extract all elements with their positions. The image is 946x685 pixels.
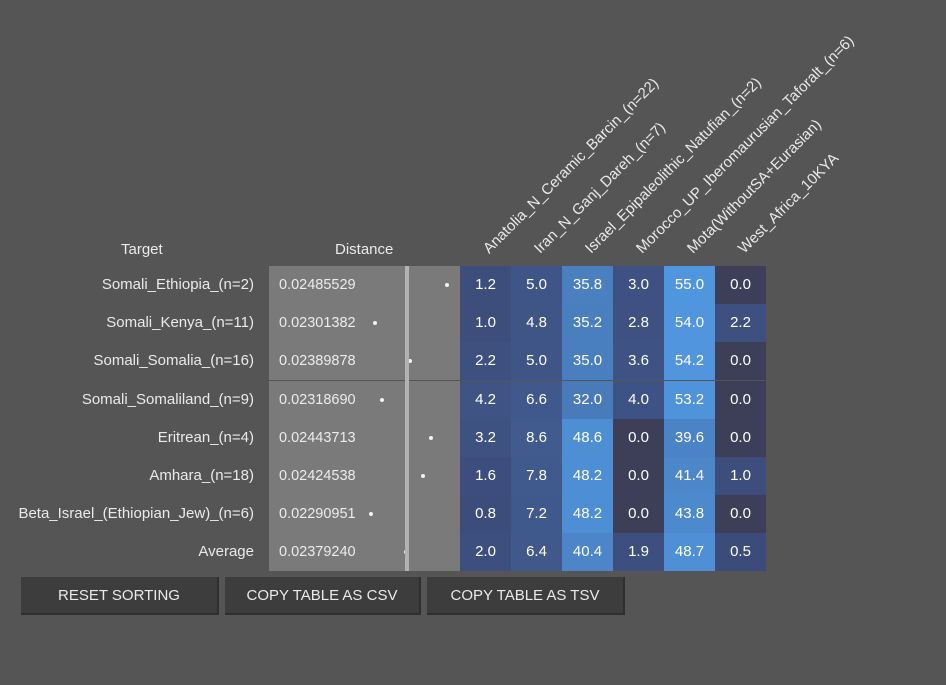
copy-tsv-button[interactable]: COPY TABLE AS TSV bbox=[427, 577, 625, 615]
distance-reference-line bbox=[405, 266, 409, 571]
target-name: Somali_Somalia_(n=16) bbox=[93, 352, 254, 370]
copy-csv-button[interactable]: COPY TABLE AS CSV bbox=[225, 577, 421, 615]
value-cell: 7.2 bbox=[511, 495, 562, 534]
value-cell: 43.8 bbox=[664, 495, 715, 534]
distance-cell: 0.02290951 bbox=[269, 495, 460, 534]
target-header[interactable]: Target bbox=[121, 241, 163, 258]
value-cell: 48.6 bbox=[562, 418, 613, 457]
value-cell: 39.6 bbox=[664, 418, 715, 457]
value-cell: 5.0 bbox=[511, 266, 562, 304]
distance-dot bbox=[428, 435, 433, 440]
col-header-anatolia[interactable]: Anatolia_N_Ceramic_Barcin_(n=22) bbox=[479, 74, 663, 257]
value-cell: 0.0 bbox=[613, 457, 664, 495]
value-cell: 35.0 bbox=[562, 342, 613, 381]
target-name: Somali_Kenya_(n=11) bbox=[106, 314, 254, 332]
distance-dot bbox=[380, 397, 385, 402]
value-cell: 1.0 bbox=[460, 304, 511, 343]
col-header-morocco[interactable]: Morocco_UP_Iberomaurusian_Taforalt_(n=6) bbox=[632, 32, 858, 257]
distance-dot bbox=[407, 359, 412, 364]
value-cell: 48.7 bbox=[664, 533, 715, 572]
value-cell: 1.6 bbox=[460, 457, 511, 495]
value-cell: 6.4 bbox=[511, 533, 562, 572]
distance-cell: 0.02389878 bbox=[269, 342, 460, 381]
value-cell: 2.0 bbox=[460, 533, 511, 572]
distance-value: 0.02443713 bbox=[279, 429, 356, 446]
table-row: Somali_Somaliland_(n=9) 0.02318690 4.2 6.6 3… bbox=[0, 380, 946, 419]
value-cell: 0.0 bbox=[715, 418, 766, 457]
value-cell: 6.6 bbox=[511, 380, 562, 419]
col-header-west-africa[interactable]: West_Africa_10KYA bbox=[734, 149, 843, 257]
value-cell: 2.8 bbox=[613, 304, 664, 343]
distance-dot bbox=[373, 321, 378, 326]
distance-dot bbox=[369, 512, 374, 517]
value-cell: 2.2 bbox=[460, 342, 511, 381]
value-cell: 4.8 bbox=[511, 304, 562, 343]
distance-dot bbox=[445, 283, 450, 287]
distance-dot bbox=[421, 474, 426, 478]
distance-cell: 0.02379240 bbox=[269, 533, 460, 572]
table-row: Average 0.02379240 2.0 6.4 40.4 1.9 48.7 0.5 bbox=[0, 533, 946, 572]
value-cell: 5.0 bbox=[511, 342, 562, 381]
distance-cell: 0.02318690 bbox=[269, 380, 460, 419]
target-name: Somali_Ethiopia_(n=2) bbox=[101, 276, 254, 293]
column-headers: Anatolia_N_Ceramic_Barcin_(n=22) Iran_N_… bbox=[0, 0, 946, 265]
value-cell: 32.0 bbox=[562, 380, 613, 419]
distance-value: 0.02389878 bbox=[279, 353, 356, 370]
value-cell: 0.5 bbox=[715, 533, 766, 572]
distance-cell: 0.02443713 bbox=[269, 418, 460, 457]
target-name: Beta_Israel_(Ethiopian_Jew)_(n=6) bbox=[18, 505, 254, 523]
value-cell: 7.8 bbox=[511, 457, 562, 495]
distance-value: 0.02424538 bbox=[279, 468, 356, 484]
value-cell: 35.8 bbox=[562, 266, 613, 304]
value-cell: 35.2 bbox=[562, 304, 613, 343]
distance-cell: 0.02301382 bbox=[269, 304, 460, 343]
value-cell: 0.0 bbox=[715, 266, 766, 304]
value-cell: 0.0 bbox=[715, 342, 766, 381]
distance-value: 0.02318690 bbox=[279, 391, 356, 408]
value-cell: 0.0 bbox=[613, 495, 664, 534]
distance-cell: 0.02485529 bbox=[269, 266, 460, 304]
value-cell: 54.2 bbox=[664, 342, 715, 381]
target-name: Eritrean_(n=4) bbox=[157, 428, 254, 446]
value-cell: 54.0 bbox=[664, 304, 715, 343]
value-cell: 4.0 bbox=[613, 380, 664, 419]
value-cell: 0.8 bbox=[460, 495, 511, 534]
value-cell: 1.9 bbox=[613, 533, 664, 572]
distance-value: 0.02379240 bbox=[279, 544, 356, 561]
value-cell: 0.0 bbox=[715, 495, 766, 534]
value-cell: 53.2 bbox=[664, 380, 715, 419]
value-cell: 55.0 bbox=[664, 266, 715, 304]
value-cell: 0.0 bbox=[613, 418, 664, 457]
value-cell: 40.4 bbox=[562, 533, 613, 572]
distance-value: 0.02485529 bbox=[279, 277, 356, 293]
table-row: Somali_Ethiopia_(n=2) 0.02485529 1.2 5.0 35.… bbox=[0, 266, 946, 304]
target-name: Average bbox=[198, 543, 254, 561]
distance-header[interactable]: Distance bbox=[335, 241, 394, 258]
target-name: Amhara_(n=18) bbox=[149, 467, 254, 484]
table-row: Eritrean_(n=4) 0.02443713 3.2 8.6 48.6 0.0 39.… bbox=[0, 418, 946, 457]
value-cell: 48.2 bbox=[562, 457, 613, 495]
target-name: Somali_Somaliland_(n=9) bbox=[81, 390, 254, 408]
value-cell: 3.2 bbox=[460, 418, 511, 457]
table-row: Somali_Somalia_(n=16) 0.02389878 2.2 5.0 35.… bbox=[0, 342, 946, 381]
value-cell: 0.0 bbox=[715, 380, 766, 419]
value-cell: 1.2 bbox=[460, 266, 511, 304]
table-row: Beta_Israel_(Ethiopian_Jew)_(n=6) 0.02290… bbox=[0, 495, 946, 534]
value-cell: 4.2 bbox=[460, 380, 511, 419]
table-row: Somali_Kenya_(n=11) 0.02301382 1.0 4.8 35.2 2… bbox=[0, 304, 946, 343]
value-cell: 3.6 bbox=[613, 342, 664, 381]
value-cell: 1.0 bbox=[715, 457, 766, 495]
reset-sorting-button[interactable]: RESET SORTING bbox=[21, 577, 219, 615]
distance-value: 0.02301382 bbox=[279, 315, 356, 332]
value-cell: 3.0 bbox=[613, 266, 664, 304]
distance-cell: 0.02424538 bbox=[269, 457, 460, 495]
distance-value: 0.02290951 bbox=[279, 506, 356, 523]
value-cell: 48.2 bbox=[562, 495, 613, 534]
value-cell: 2.2 bbox=[715, 304, 766, 343]
value-cell: 41.4 bbox=[664, 457, 715, 495]
table-row: Amhara_(n=18) 0.02424538 1.6 7.8 48.2 0.0 41.4… bbox=[0, 457, 946, 495]
value-cell: 8.6 bbox=[511, 418, 562, 457]
